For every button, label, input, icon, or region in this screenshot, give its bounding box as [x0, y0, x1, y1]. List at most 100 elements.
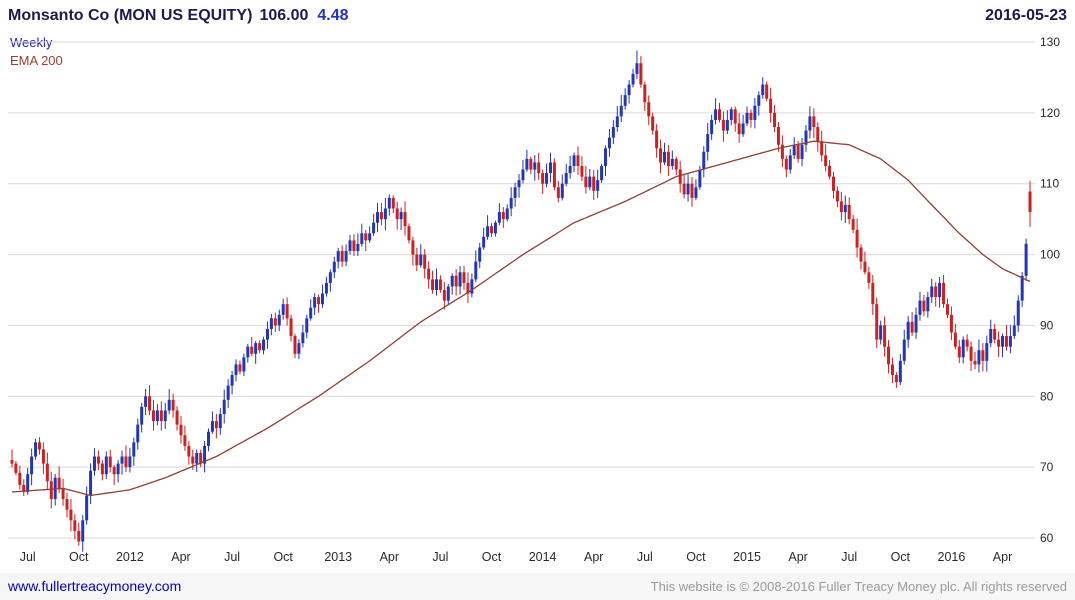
candle-body [780, 144, 784, 159]
candle-body [906, 321, 910, 340]
candle-body [647, 102, 651, 117]
candle-body [431, 279, 435, 290]
candle-body [678, 169, 682, 184]
candle-body [1020, 275, 1024, 301]
candle-body [957, 346, 961, 358]
candle-body [313, 297, 317, 308]
candle-body [254, 343, 258, 354]
candle-body [572, 155, 576, 166]
candle-body [45, 463, 49, 482]
candle-body [564, 173, 568, 184]
candle-body [132, 442, 136, 457]
candle-body [360, 233, 364, 244]
candle-body [694, 187, 698, 198]
candle-body [183, 435, 187, 446]
candle-body [607, 137, 611, 149]
candle-body [784, 158, 788, 170]
candle-body [415, 254, 419, 266]
candle-body [733, 109, 737, 124]
candle-body [718, 109, 722, 120]
candle-body [953, 332, 957, 347]
candle-body [203, 445, 207, 464]
y-tick-label: 90 [1040, 318, 1054, 332]
candle-body [800, 144, 804, 159]
candle-body [820, 141, 824, 156]
candle-body [890, 364, 894, 376]
candle-body [521, 169, 525, 181]
candle-body [828, 166, 832, 177]
candle-body [942, 282, 946, 305]
candle-body [533, 162, 537, 170]
candle-body [344, 251, 348, 262]
candle-body [592, 176, 596, 191]
candle-body [851, 219, 855, 230]
x-tick-label: Apr [993, 550, 1012, 564]
y-tick-label: 110 [1040, 177, 1059, 191]
x-tick-label: 2012 [116, 550, 144, 564]
candle-body [89, 470, 93, 496]
candle-body [26, 474, 30, 492]
candle-body [588, 176, 592, 188]
candle-body [324, 282, 328, 294]
candle-body [293, 336, 297, 354]
candle-body [824, 155, 828, 166]
candle-body [847, 204, 851, 220]
candle-body [1016, 300, 1020, 326]
y-tick-label: 80 [1040, 389, 1054, 403]
candle-body [246, 346, 250, 358]
x-tick-label: Apr [584, 550, 603, 564]
candle-body [148, 396, 152, 411]
y-tick-label: 70 [1040, 460, 1054, 474]
candle-body [831, 176, 835, 191]
candle-body [222, 399, 226, 414]
candle-body [167, 399, 171, 411]
candle-body [419, 254, 423, 266]
candle-body [611, 127, 615, 138]
candle-body [981, 350, 985, 361]
candle-body [1024, 243, 1028, 276]
candle-body [427, 268, 431, 280]
x-tick-label: Apr [788, 550, 807, 564]
candle-body [273, 318, 277, 326]
candle-body [835, 190, 839, 202]
candle-body [769, 98, 773, 113]
copyright-text: This website is © 2008-2016 Fuller Treac… [650, 579, 1067, 594]
candle-body [364, 233, 368, 241]
candle-body [438, 279, 442, 290]
candle-body [474, 261, 478, 280]
candle-body [120, 456, 124, 464]
candle-body [749, 112, 753, 120]
candle-body [737, 123, 741, 135]
ema-line [11, 140, 1031, 497]
candle-body [808, 116, 812, 131]
candle-body [666, 151, 670, 166]
candle-body [537, 162, 541, 174]
candle-body [379, 212, 383, 220]
candle-body [1004, 336, 1008, 347]
candle-body [776, 127, 780, 145]
candle-body [997, 339, 1001, 347]
candle-body [69, 509, 73, 521]
candle-body [104, 456, 108, 475]
candle-body [753, 105, 757, 120]
candle-body [859, 247, 863, 262]
candle-body [10, 460, 14, 464]
candle-body [604, 148, 608, 166]
x-tick-label: Oct [69, 550, 89, 564]
candle-body [368, 233, 372, 241]
candle-body [513, 187, 517, 198]
x-tick-label: Oct [482, 550, 502, 564]
candle-body [568, 166, 572, 174]
candle-body [985, 343, 989, 361]
candle-body [171, 399, 175, 411]
candle-body [710, 119, 714, 135]
x-tick-label: Apr [380, 550, 399, 564]
candle-body [883, 325, 887, 347]
candle-body [100, 463, 104, 475]
candle-body [843, 204, 847, 213]
site-link[interactable]: www.fullertreacymoney.com [8, 578, 182, 594]
candle-body [914, 314, 918, 333]
candle-body [945, 304, 949, 315]
candle-body [49, 481, 53, 500]
